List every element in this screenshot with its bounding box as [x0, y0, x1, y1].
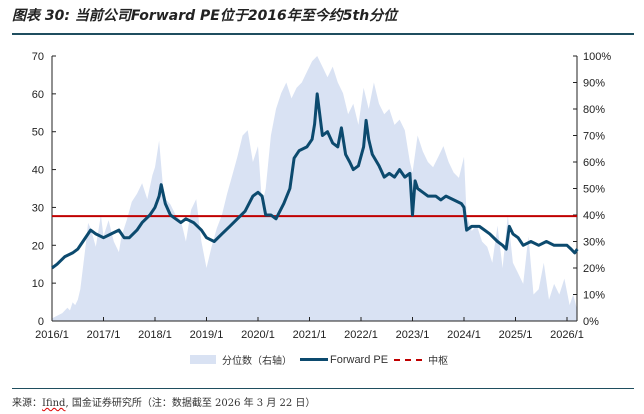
- legend-swatch-dash: [394, 358, 423, 361]
- x-tick-label: 2025/1: [499, 329, 533, 341]
- title-divider: [12, 33, 634, 35]
- legend-item-forward-pe: Forward PE: [296, 354, 388, 366]
- y-right-tick-label: 70%: [583, 131, 605, 143]
- chart-canvas: 2016/1 2017/1 2018/1 2019/1 2020/1 2021/1 2022…: [32, 51, 612, 341]
- x-tick-label: 2016/1: [35, 329, 69, 341]
- y-right-tick-label: 50%: [583, 184, 605, 196]
- x-tick-label: 2019/1: [190, 329, 224, 341]
- legend-swatch-area: [190, 355, 216, 364]
- y-right-tick-label: 40%: [583, 210, 605, 222]
- source-prefix: 来源：: [12, 398, 42, 409]
- y-left-tick-label: 60: [32, 89, 44, 101]
- x-tick-label: 2023/1: [396, 329, 430, 341]
- x-tick-label: 2021/1: [293, 329, 327, 341]
- y-left-tick-label: 0: [38, 316, 44, 328]
- y-right-tick-label: 30%: [583, 237, 605, 249]
- y-right-tick-label: 0%: [583, 316, 599, 328]
- x-tick-label: 2024/1: [447, 329, 481, 341]
- y-right-tick-label: 20%: [583, 263, 605, 275]
- y-right-tick-label: 80%: [583, 104, 605, 116]
- legend-item-center: 中枢: [392, 352, 448, 367]
- legend-swatch-line: [300, 358, 328, 361]
- chart-title: 图表 30: 当前公司Forward PE位于2016年至今约5th分位: [12, 8, 398, 24]
- legend-label-center: 中枢: [428, 356, 449, 367]
- y-right-tick-label: 60%: [583, 157, 605, 169]
- forward-pe-line-layer: [51, 92, 579, 270]
- source-rest: , 国金证券研究所（注：数据截至 2026 年 3 月 22 日）: [65, 398, 316, 409]
- y-left-tick-label: 40: [32, 165, 44, 177]
- chart-legend: 分位数（右轴） Forward PE 中枢: [190, 352, 452, 367]
- legend-label-forward-pe: Forward PE: [330, 353, 389, 366]
- forward-pe-line: [51, 92, 579, 270]
- y-right-tick-label: 100%: [583, 51, 611, 63]
- x-tick-label: 2018/1: [138, 329, 172, 341]
- source-note: 来源：Ifind, 国金证券研究所（注：数据截至 2026 年 3 月 22 日…: [12, 394, 315, 409]
- y-left-tick-label: 30: [32, 202, 44, 214]
- legend-item-percentile: 分位数（右轴）: [190, 352, 292, 367]
- y-left-tick-label: 20: [32, 240, 44, 252]
- chart-axes: [51, 55, 578, 322]
- x-tick-label: 2022/1: [344, 329, 378, 341]
- x-tick-labels: 2016/1 2017/1 2018/1 2019/1 2020/1 2021/1 2022…: [35, 329, 584, 341]
- y-right-tick-labels: 0% 10% 20% 30% 40% 50% 60% 70% 80% 90% 100%: [583, 51, 611, 328]
- percentile-area-layer: [52, 56, 578, 321]
- y-left-tick-label: 70: [32, 51, 44, 63]
- source-link: Ifind: [42, 398, 66, 409]
- legend-label-percentile: 分位数（右轴）: [222, 356, 292, 367]
- percentile-area: [52, 56, 578, 321]
- footer-divider: [12, 388, 634, 389]
- y-left-tick-label: 50: [32, 127, 44, 139]
- y-left-tick-label: 10: [32, 278, 44, 290]
- y-right-tick-label: 10%: [583, 290, 605, 302]
- x-tick-label: 2017/1: [87, 329, 121, 341]
- y-right-tick-label: 90%: [583, 78, 605, 90]
- y-left-tick-labels: 0 10 20 30 40 50 60 70: [32, 51, 44, 328]
- x-tick-label: 2026/1: [550, 329, 584, 341]
- x-tick-label: 2020/1: [241, 329, 275, 341]
